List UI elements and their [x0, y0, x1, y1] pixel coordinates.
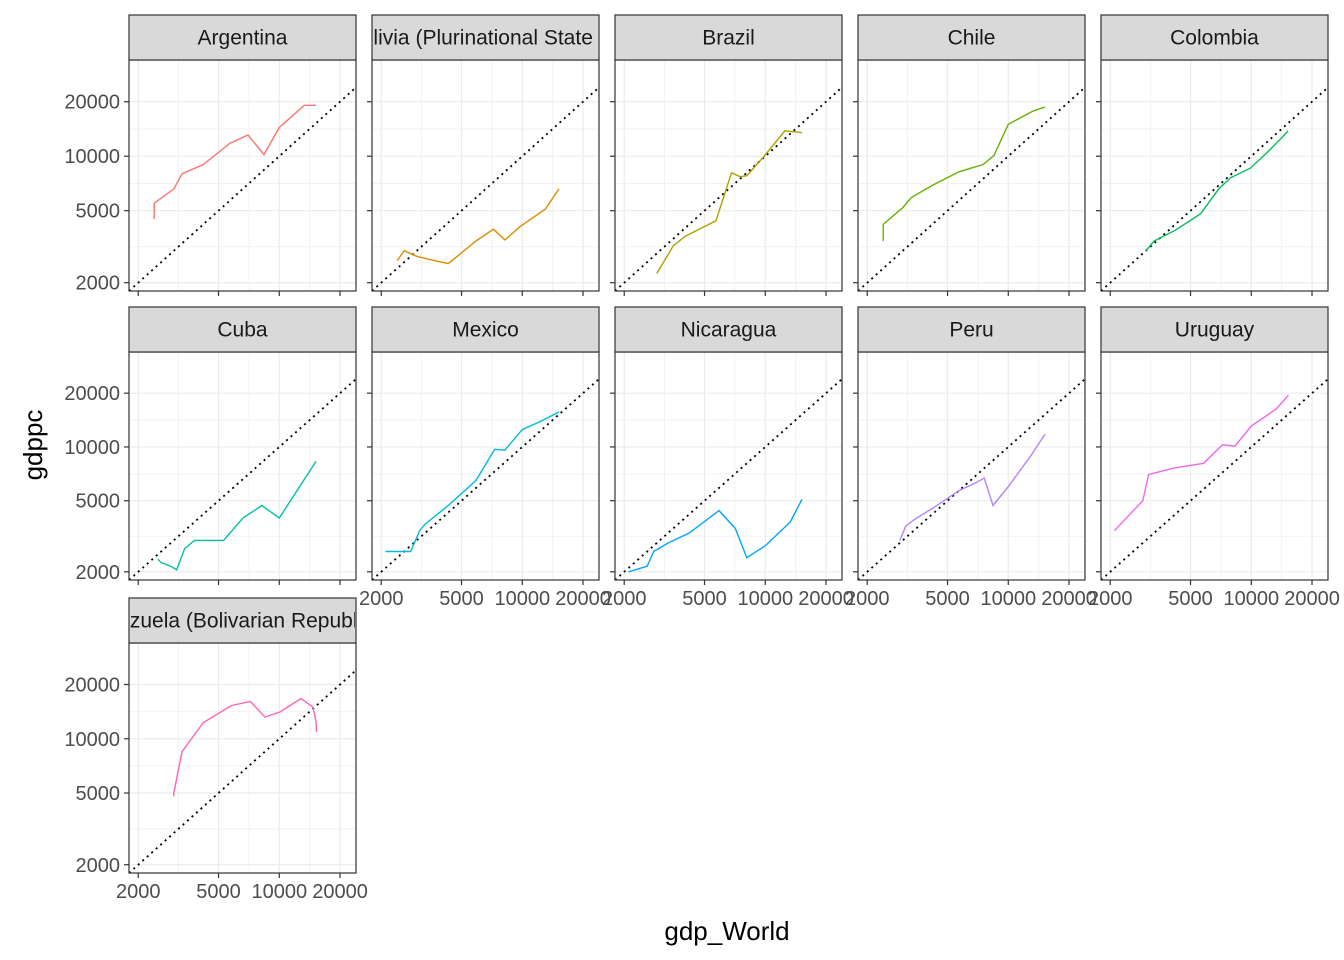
- strip-label: Chile: [948, 27, 996, 50]
- x-axis-title: gdp_World: [664, 916, 789, 946]
- y-tick-label: 20000: [64, 383, 120, 405]
- x-tick-label: 2000: [116, 881, 161, 903]
- facet-panel: Argentina 2000 5000 10000 20000: [64, 14, 357, 296]
- x-tick-label: 5000: [925, 588, 970, 610]
- series-line-mexico: [385, 411, 560, 553]
- facet-panel: Chile: [853, 14, 1086, 296]
- strip-label: Cuba: [217, 319, 268, 342]
- strip-label: Peru: [949, 319, 993, 342]
- strip-background: [371, 306, 600, 353]
- facet-panel: Bolivia (Plurinational State of): [348, 14, 623, 296]
- panel-background: [129, 643, 356, 873]
- x-tick-label: 5000: [196, 881, 241, 903]
- panel-background: [858, 352, 1085, 580]
- reference-line: [129, 378, 356, 580]
- panel-background: [858, 60, 1085, 291]
- x-tick-label: 5000: [439, 588, 484, 610]
- strip-label: Bolivia (Plurinational State of): [348, 27, 623, 50]
- x-tick-label: 5000: [682, 588, 727, 610]
- strip-label: Uruguay: [1175, 319, 1255, 342]
- strip-background: [614, 14, 843, 61]
- y-tick-label: 20000: [64, 675, 120, 697]
- strip-background: [857, 14, 1086, 61]
- panel-background: [615, 352, 842, 580]
- panel-background: [1101, 60, 1328, 291]
- strip-label: Brazil: [702, 27, 755, 50]
- panel-background: [129, 60, 356, 291]
- y-tick-label: 5000: [76, 783, 121, 805]
- series-line-colombia: [1145, 130, 1289, 252]
- panel-background: [129, 352, 356, 580]
- x-tick-label: 2000: [1088, 588, 1133, 610]
- series-line-argentina: [153, 104, 316, 219]
- strip-background: [614, 306, 843, 353]
- x-tick-label: 10000: [737, 588, 793, 610]
- y-tick-label: 10000: [64, 729, 120, 751]
- x-tick-label: 10000: [251, 881, 307, 903]
- x-tick-label: 10000: [1223, 588, 1279, 610]
- panel-background: [1101, 352, 1328, 580]
- x-tick-label: 20000: [798, 588, 854, 610]
- strip-background: [857, 306, 1086, 353]
- series-line-venezuela-bolivarian-republic-of-: [173, 697, 318, 797]
- x-tick-label: 10000: [980, 588, 1036, 610]
- y-tick-label: 2000: [76, 855, 121, 877]
- y-tick-label: 2000: [76, 273, 121, 295]
- panel-background: [372, 60, 599, 291]
- series-line-bolivia-plurinational-state-of-: [396, 188, 560, 265]
- x-tick-label: 10000: [494, 588, 550, 610]
- strip-label: Colombia: [1170, 27, 1259, 50]
- y-axis-title: gdppc: [18, 410, 48, 481]
- facet-panel: Uruguay 2000 5000 10000 20000: [1088, 306, 1340, 610]
- facet-panel: Cuba 2000 5000 10000 20000: [64, 306, 357, 585]
- series-line-cuba: [157, 461, 317, 571]
- reference-line: [858, 378, 1085, 580]
- strip-label: Venezuela (Bolivarian Republic of): [82, 610, 403, 633]
- strip-background: [1100, 306, 1329, 353]
- series-line-uruguay: [1113, 394, 1290, 532]
- x-tick-label: 2000: [845, 588, 890, 610]
- strip-background: [128, 14, 357, 61]
- panel-background: [615, 60, 842, 291]
- x-tick-label: 2000: [602, 588, 647, 610]
- x-tick-label: 20000: [1041, 588, 1097, 610]
- y-tick-label: 2000: [76, 562, 121, 584]
- x-tick-label: 20000: [312, 881, 368, 903]
- x-tick-label: 20000: [555, 588, 611, 610]
- reference-line: [1101, 378, 1328, 580]
- facet-panel: Brazil: [610, 14, 843, 296]
- y-tick-label: 10000: [64, 437, 120, 459]
- strip-background: [128, 597, 357, 644]
- facet-panel: Peru 2000 5000 10000 20000: [845, 306, 1097, 610]
- series-line-chile: [882, 106, 1046, 241]
- series-line-brazil: [656, 130, 803, 274]
- y-tick-label: 20000: [64, 92, 120, 114]
- y-tick-label: 5000: [76, 491, 121, 513]
- facet-panel: Mexico 2000 5000 10000 20000: [359, 306, 611, 610]
- series-line-nicaragua: [628, 498, 803, 573]
- y-tick-label: 5000: [76, 201, 121, 223]
- x-tick-label: 2000: [359, 588, 404, 610]
- strip-background: [1100, 14, 1329, 61]
- reference-line: [129, 669, 356, 873]
- strip-label: Mexico: [452, 319, 519, 342]
- reference-line: [615, 378, 842, 580]
- reference-line: [372, 378, 599, 580]
- facet-panel: Venezuela (Bolivarian Republic of) 2000 50…: [64, 597, 403, 903]
- strip-background: [371, 14, 600, 61]
- facet-panel: Nicaragua 2000 5000 10000 20000: [602, 306, 854, 610]
- facet-panel: Colombia: [1096, 14, 1329, 296]
- y-tick-label: 10000: [64, 146, 120, 168]
- series-line-peru: [899, 433, 1046, 541]
- strip-label: Argentina: [198, 27, 288, 50]
- x-tick-label: 5000: [1168, 588, 1213, 610]
- strip-background: [128, 306, 357, 353]
- x-tick-label: 20000: [1284, 588, 1340, 610]
- panel-background: [372, 352, 599, 580]
- strip-label: Nicaragua: [681, 319, 777, 342]
